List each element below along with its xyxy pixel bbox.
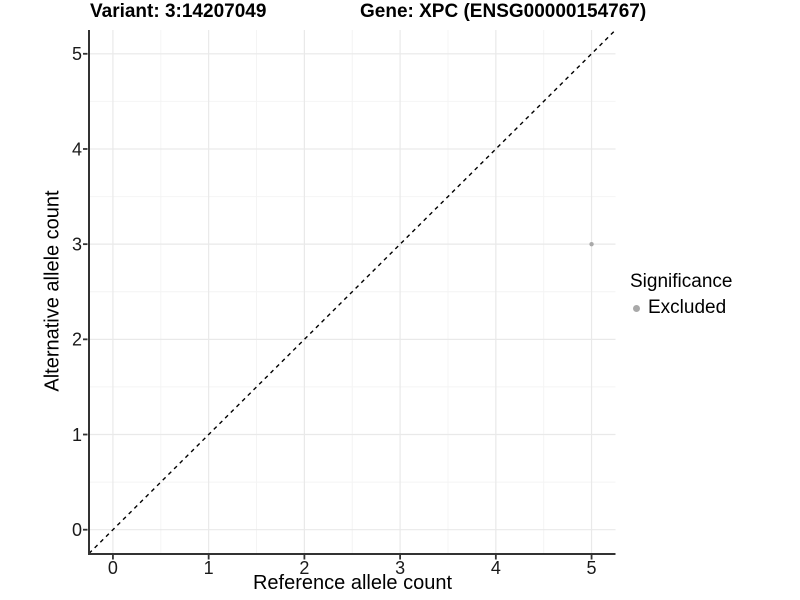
legend-title: Significance	[630, 271, 733, 292]
plot-title-gene: Gene: XPC (ENSG00000154767)	[360, 1, 647, 22]
data-point	[589, 241, 594, 247]
y-tick-label: 4	[72, 139, 82, 159]
y-tick-label: 2	[72, 330, 82, 350]
legend: Significance Excluded	[630, 271, 732, 319]
y-tick-label: 0	[72, 520, 82, 540]
identity-line	[88, 29, 616, 554]
x-axis-title: Reference allele count	[252, 572, 452, 594]
legend-item-excluded: Excluded	[630, 297, 732, 319]
x-tick-label: 1	[204, 558, 214, 578]
x-tick-label: 3	[395, 558, 405, 578]
x-tick-label: 4	[491, 558, 501, 578]
legend-point-icon	[633, 304, 640, 312]
y-tick-label: 3	[72, 234, 82, 254]
x-tick-label: 2	[299, 558, 309, 578]
y-tick-label: 5	[72, 44, 82, 64]
plot-title-variant: Variant: 3:14207049	[90, 1, 267, 22]
x-tick-label: 0	[108, 558, 118, 578]
x-tick-label: 5	[587, 558, 597, 578]
legend-item-label: Excluded	[648, 297, 727, 318]
y-tick-label: 1	[72, 425, 82, 445]
y-axis-title: Alternative allele count	[41, 190, 64, 392]
